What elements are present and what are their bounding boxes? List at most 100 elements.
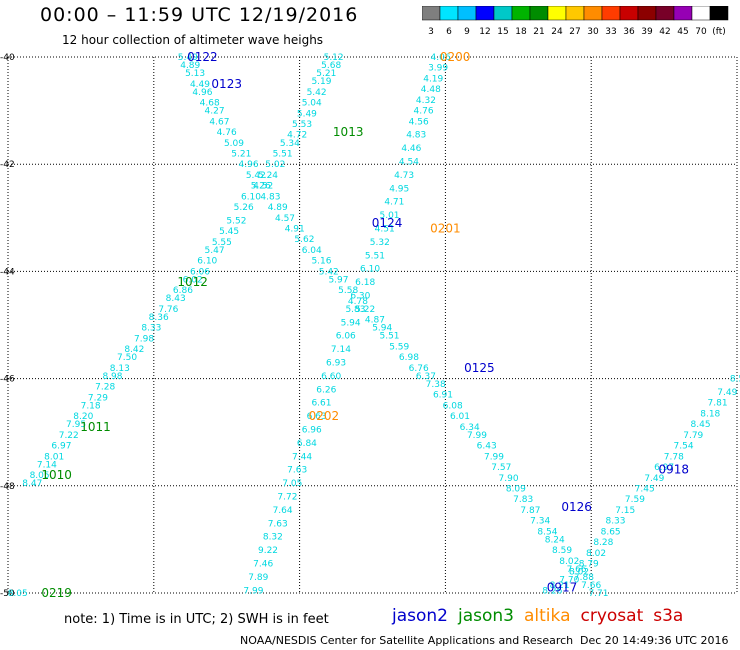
- wave-height-value: 6.06: [190, 267, 210, 277]
- wave-height-value: 7.64: [273, 506, 293, 516]
- wave-height-value: 8.54: [537, 527, 557, 537]
- y-tick-label: -48: [0, 482, 15, 492]
- wave-height-value: 7.66: [581, 581, 601, 591]
- wave-height-value: 5.68: [321, 61, 341, 71]
- pass-time-label: 0200: [440, 50, 471, 64]
- wave-height-value: 7.90: [499, 474, 519, 484]
- pass-time-label: 0202: [309, 409, 340, 423]
- wave-height-value: 4.46: [401, 144, 421, 154]
- wave-height-value: 7.15: [615, 506, 635, 516]
- wave-height-value: 4.51: [375, 225, 395, 235]
- pass-time-label: 0219: [41, 586, 72, 600]
- wave-height-value: 4.83: [260, 192, 280, 202]
- wave-height-value: 5.62: [294, 235, 314, 245]
- wave-height-value: 7.83: [513, 495, 533, 505]
- wave-height-value: 5.16: [311, 257, 331, 267]
- wave-height-value: 5.12: [324, 53, 344, 63]
- colorbar-label: 21: [533, 27, 544, 37]
- wave-height-value: 6.96: [302, 426, 322, 436]
- wave-height-value: 8.65: [601, 527, 621, 537]
- colorbar-label: 33: [605, 27, 616, 37]
- pass-time-label: 0201: [430, 222, 461, 236]
- wave-height-value: 7.81: [708, 399, 728, 409]
- wave-height-value: 7.63: [287, 466, 307, 476]
- wave-height-value: 5.42: [246, 171, 266, 181]
- wave-height-value: 4.68: [200, 99, 220, 109]
- wave-height-value: 6.34: [460, 423, 480, 433]
- wave-height-value: 6.86: [173, 286, 193, 296]
- wave-height-value: 7.50: [117, 353, 137, 363]
- wave-height-value: 7.79: [683, 431, 703, 441]
- colorbar-label: 3: [428, 27, 434, 37]
- wave-height-value: 7.70: [559, 576, 579, 586]
- y-tick-label: -50: [0, 589, 15, 599]
- pass-time-label: 0126: [561, 500, 592, 514]
- wave-height-value: 8.33: [141, 324, 161, 334]
- wave-height-value: 8.28: [593, 538, 613, 548]
- wave-height-value: 4.27: [205, 107, 225, 117]
- wave-height-value: 5.22: [355, 305, 375, 315]
- colorbar-label: 36: [623, 27, 635, 37]
- colorbar-swatch: [709, 6, 729, 21]
- wave-height-value: 5.42: [307, 88, 327, 98]
- wave-height-value: 8.98: [102, 372, 122, 382]
- wave-height-value: 4.89: [268, 203, 288, 213]
- wave-height-value: 6.06: [336, 332, 356, 342]
- wave-height-value: 4.67: [209, 117, 229, 127]
- wave-height-value: 5.51: [379, 332, 399, 342]
- wave-height-value: 8.42: [124, 345, 144, 355]
- y-tick-label: -42: [0, 160, 15, 170]
- wave-height-value: 5.13: [185, 69, 205, 79]
- wave-height-value: 6.61: [311, 399, 331, 409]
- wave-height-value: 7.88: [574, 573, 594, 583]
- wave-height-value: 7.89: [248, 573, 268, 583]
- wave-height-value: 7.46: [253, 560, 273, 570]
- pass-time-label: 1013: [333, 125, 364, 139]
- wave-height-value: 5.59: [389, 342, 409, 352]
- wave-height-value: 8.02: [559, 557, 579, 567]
- wave-height-value: 8.18: [700, 409, 720, 419]
- satellite-legend-item: jason3: [458, 606, 514, 626]
- wave-height-value: 8.05: [30, 471, 50, 481]
- wave-height-value: 7.99: [484, 452, 504, 462]
- wave-height-value: 5.51: [273, 149, 293, 159]
- wave-height-value: 5.47: [205, 246, 225, 256]
- wave-height-value: 4.73: [394, 171, 414, 181]
- wave-height-value: 7.05: [282, 479, 302, 489]
- generated-timestamp: Dec 20 14:49:36 UTC 2016: [580, 634, 729, 647]
- wave-height-value: 6.84: [297, 439, 317, 449]
- wave-height-value: 5.04: [302, 99, 322, 109]
- pass-time-label: 0918: [659, 463, 690, 477]
- satellite-legend-item: cryosat: [580, 606, 644, 626]
- colorbar-label: 70: [695, 27, 707, 37]
- wave-height-value: 7.28: [95, 383, 115, 393]
- colorbar-label: 39: [641, 27, 653, 37]
- wave-height-value: 4.78: [348, 297, 368, 307]
- wave-height-value: 6.93: [326, 359, 346, 369]
- wave-height-value: 7.66: [567, 565, 587, 575]
- wave-height-value: 4.72: [287, 131, 307, 141]
- colorbar-label: 18: [515, 27, 527, 37]
- pass-time-label: 0917: [547, 581, 578, 595]
- wave-height-value: 4.89: [180, 61, 200, 71]
- colorbar-label: 24: [551, 27, 563, 37]
- wave-height-value: 6.37: [416, 372, 436, 382]
- colorbar-label: (ft): [712, 27, 726, 37]
- wave-height-value: 5.42: [319, 267, 339, 277]
- wave-height-value: 6.10: [197, 257, 217, 267]
- wave-height-value: 5.58: [338, 286, 358, 296]
- wave-height-value: 8.36: [149, 313, 169, 323]
- wave-height-value: 5.49: [178, 53, 198, 63]
- pass-time-label: 1012: [177, 275, 208, 289]
- wave-height-value: 7.59: [625, 495, 645, 505]
- wave-height-value: 4.87: [365, 316, 385, 326]
- wave-height-value: 5.34: [280, 139, 300, 149]
- colorbar-label: 45: [677, 27, 688, 37]
- y-tick-label: -40: [0, 53, 15, 63]
- wave-height-value: 8.59: [552, 546, 572, 556]
- wave-height-value: 7.49: [717, 388, 737, 398]
- wave-height-value: 7.29: [88, 393, 108, 403]
- wave-height-value: 7.87: [520, 506, 540, 516]
- pass-time-label: 0123: [211, 77, 242, 91]
- wave-height-value: 7.49: [644, 474, 664, 484]
